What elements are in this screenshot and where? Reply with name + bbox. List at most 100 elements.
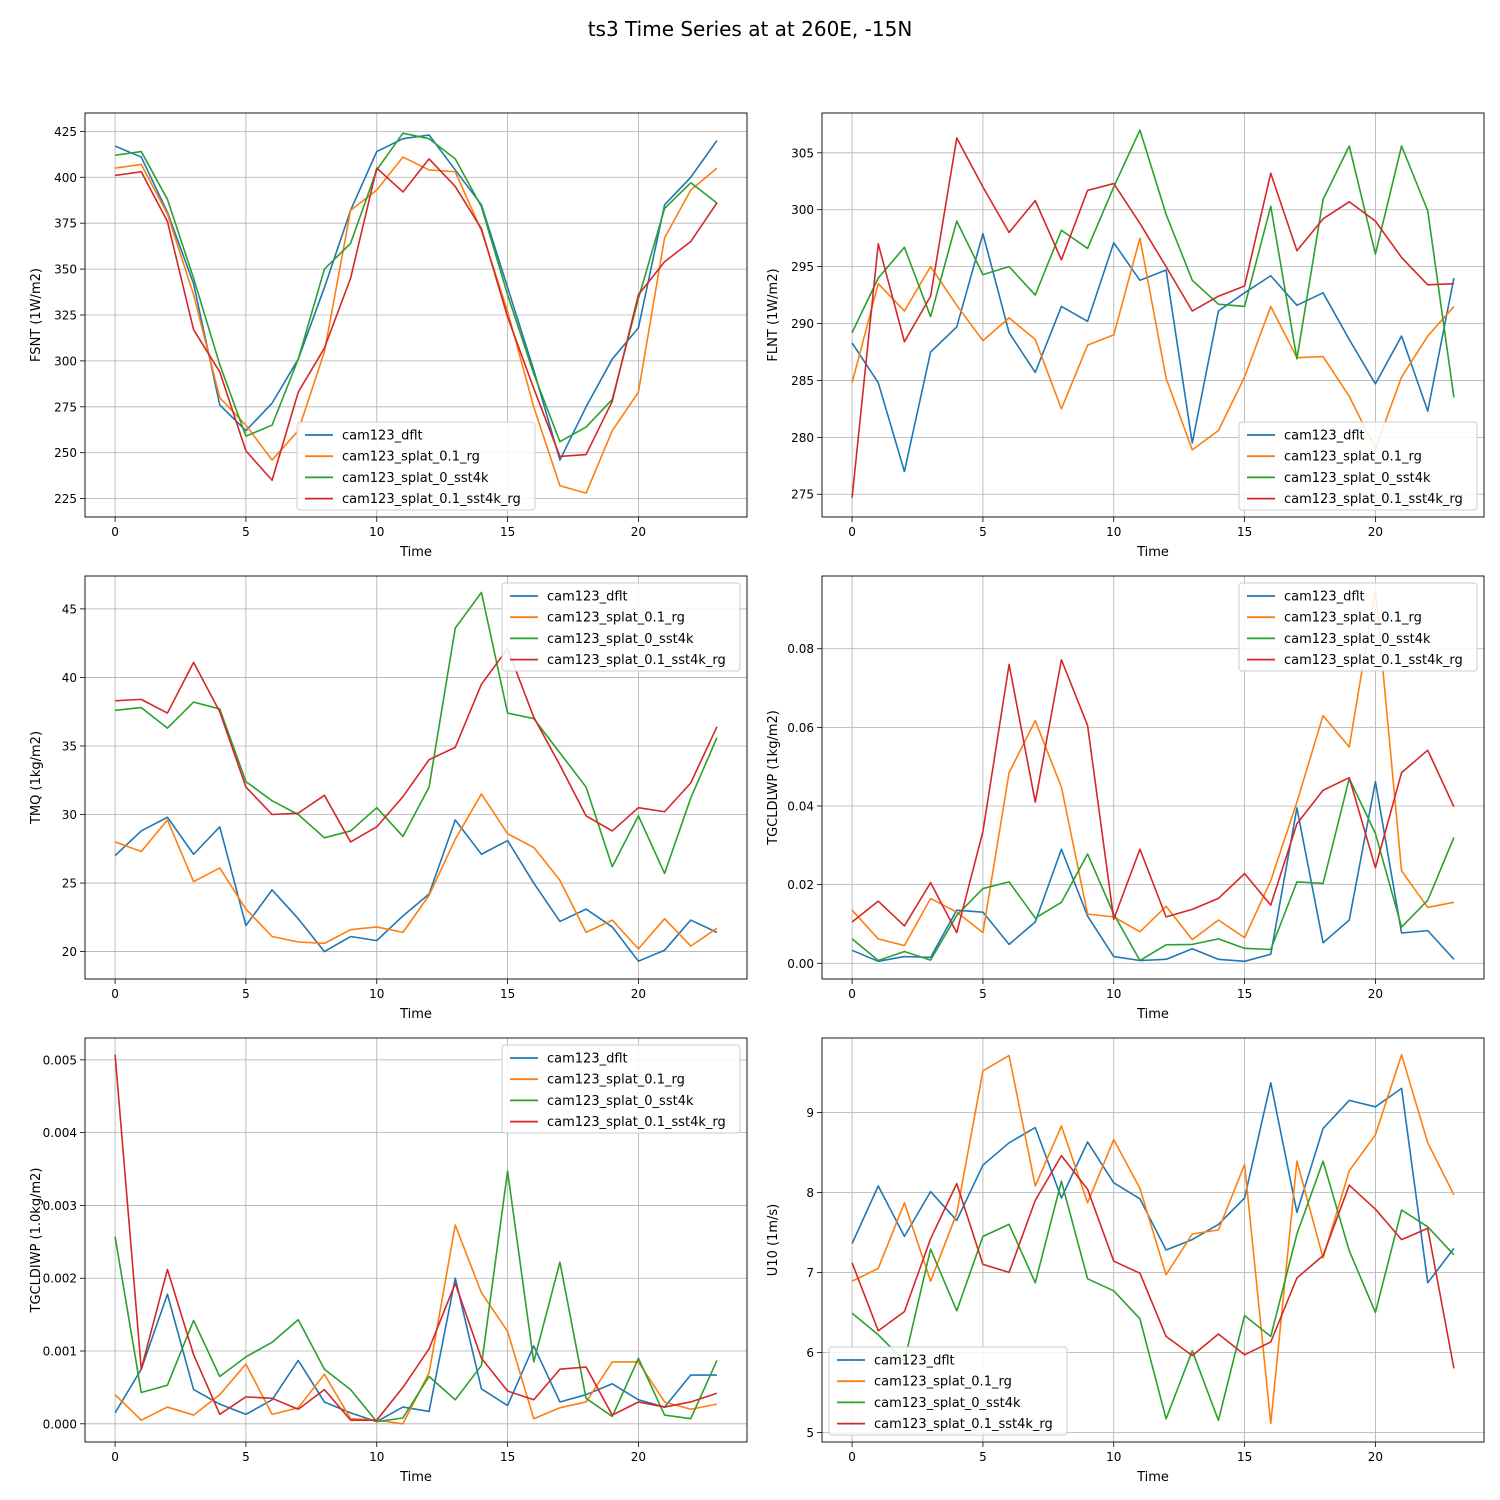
panel-2-frame — [821, 112, 1485, 518]
panel-4-xtick-label-0: 0 — [848, 987, 856, 1001]
panel-1-ytick-label-6: 375 — [54, 217, 77, 231]
panel-3-line-cam123_splat_0.1_sst4k_rg — [115, 647, 718, 843]
panel-5-xtick-label-20: 20 — [631, 1450, 646, 1464]
panel-3-xtick-label-20: 20 — [631, 987, 646, 1001]
panel-4-xtick-label-10: 10 — [1106, 987, 1121, 1001]
panel-2-line-cam123_dflt — [851, 232, 1455, 473]
panel-1-series-group — [114, 132, 718, 494]
panel-3-ytick-label-3: 35 — [62, 739, 77, 753]
panel-3-xtick-label-15: 15 — [500, 987, 515, 1001]
panel-5-xtick-label-15: 15 — [500, 1450, 515, 1464]
panel-2-xtick-label-5: 5 — [979, 525, 987, 539]
panel-3: 0 5 10 15 20 20 25 30 35 40 45 Time TMQ (1kg/m2) cam1… — [29, 575, 748, 1022]
panel-1-ytick-label-7: 400 — [54, 171, 77, 185]
panel-4-line-cam123_splat_0.1_rg — [851, 588, 1455, 947]
panel-3-legend-label-cam123_splat_0.1_sst4k_rg: cam123_splat_0.1_sst4k_rg — [547, 653, 726, 668]
panel-3-legend-label-cam123_dflt: cam123_dflt — [547, 590, 628, 605]
panel-5-line-cam123_splat_0_sst4k — [114, 1170, 718, 1423]
panel-5-ylabel: TGCLDIWP (1.0kg/m2) — [29, 1168, 44, 1314]
panel-6-ytick-label-4: 9 — [806, 1106, 814, 1120]
panel-2-ylabel: FLNT (1W/m2) — [766, 268, 781, 361]
panel-2-legend: cam123_dflt cam123_splat_0.1_rg cam123_spl… — [1238, 421, 1478, 511]
panel-4: 0 5 10 15 20 0.00 0.02 0.04 0.06 0.08 Time TGCLDLWP… — [766, 575, 1485, 1022]
panel-4-legend: cam123_dflt cam123_splat_0.1_rg cam123_spl… — [1238, 582, 1478, 672]
panel-3-ytick-label-5: 45 — [62, 602, 77, 616]
panel-3-line-cam123_dflt — [114, 816, 718, 962]
panel-2-xtick-label-10: 10 — [1106, 525, 1121, 539]
panel-1-ytick-label-5: 350 — [54, 263, 77, 277]
panel-1-line-cam123_dflt — [114, 134, 718, 461]
panel-2-line-cam123_splat_0_sst4k — [851, 129, 1455, 398]
panel-3-ylabel: TMQ (1kg/m2) — [29, 731, 44, 825]
panel-5-legend-label-cam123_splat_0_sst4k: cam123_splat_0_sst4k — [547, 1094, 694, 1109]
panel-6-legend-label-cam123_splat_0.1_rg: cam123_splat_0.1_rg — [874, 1375, 1012, 1390]
panel-2-legend-label-cam123_splat_0.1_sst4k_rg: cam123_splat_0.1_sst4k_rg — [1284, 492, 1463, 507]
panel-1-ytick-label-8: 425 — [54, 125, 77, 139]
panel-1-xtick-label-15: 15 — [500, 525, 515, 539]
panel-1-xtick-label-5: 5 — [242, 525, 250, 539]
panel-6-frame — [821, 1037, 1485, 1443]
panel-3-legend-box — [501, 582, 741, 672]
panel-3-ytick-label-4: 40 — [62, 671, 77, 685]
panel-6-ytick-label-2: 7 — [806, 1266, 814, 1280]
panel-5-legend: cam123_dflt cam123_splat_0.1_rg cam123_spl… — [501, 1044, 741, 1134]
panel-1: 0 5 10 15 20 225 250 275 300 325 350 375 400 425 Time F… — [29, 112, 748, 560]
panel-5-ytick-label-2: 0.002 — [43, 1272, 77, 1286]
panel-3-xtick-label-10: 10 — [369, 987, 384, 1001]
panel-2-ytick-label-6: 305 — [791, 146, 814, 160]
panel-5-line-cam123_dflt — [114, 1277, 717, 1423]
panel-6-legend: cam123_dflt cam123_splat_0.1_rg cam123_spl… — [828, 1346, 1068, 1436]
panel-6-legend-label-cam123_splat_0.1_sst4k_rg: cam123_splat_0.1_sst4k_rg — [874, 1417, 1053, 1432]
panel-5-legend-label-cam123_splat_0.1_rg: cam123_splat_0.1_rg — [547, 1073, 685, 1088]
panel-4-ytick-label-1: 0.02 — [787, 878, 814, 892]
panel-6-series-group — [851, 1054, 1455, 1425]
panel-1-xtick-label-10: 10 — [369, 525, 384, 539]
panel-6-xtick-label-10: 10 — [1106, 1450, 1121, 1464]
panel-6-xlabel: Time — [1136, 1470, 1169, 1485]
panel-5-line-cam123_splat_0.1_sst4k_rg — [114, 1054, 718, 1421]
panel-4-legend-label-cam123_splat_0.1_rg: cam123_splat_0.1_rg — [1284, 611, 1422, 626]
panel-1-ytick-label-0: 225 — [54, 492, 77, 506]
panel-1-legend-label-cam123_splat_0.1_sst4k_rg: cam123_splat_0.1_sst4k_rg — [342, 492, 521, 507]
panel-4-xtick-label-15: 15 — [1237, 987, 1252, 1001]
panel-3-ytick-label-2: 30 — [62, 808, 77, 822]
panel-2-series-group — [851, 129, 1455, 498]
panel-5-legend-label-cam123_dflt: cam123_dflt — [547, 1052, 628, 1067]
panel-2-xtick-label-15: 15 — [1237, 525, 1252, 539]
panel-2-ytick-label-1: 280 — [791, 431, 814, 445]
panel-6-line-cam123_splat_0.1_rg — [851, 1054, 1455, 1425]
panel-2-xtick-label-20: 20 — [1368, 525, 1383, 539]
panel-1-ylabel: FSNT (1W/m2) — [29, 268, 44, 362]
panel-6-xtick-label-15: 15 — [1237, 1450, 1252, 1464]
panel-3-legend-label-cam123_splat_0_sst4k: cam123_splat_0_sst4k — [547, 632, 694, 647]
panel-4-ytick-label-4: 0.08 — [787, 642, 814, 656]
panel-4-frame — [821, 575, 1485, 980]
panel-1-xtick-label-20: 20 — [631, 525, 646, 539]
panel-5-ytick-label-3: 0.003 — [43, 1199, 77, 1213]
panel-6: 0 5 10 15 20 5 6 7 8 9 Time U10 (1m/s) cam123_dfltca… — [766, 1037, 1485, 1485]
panel-4-ylabel: TGCLDLWP (1kg/m2) — [766, 710, 781, 846]
panel-1-ytick-label-1: 250 — [54, 446, 77, 460]
panel-4-line-cam123_dflt — [851, 780, 1455, 963]
panel-6-xtick-label-0: 0 — [848, 1450, 856, 1464]
panel-1-ytick-label-4: 325 — [54, 309, 77, 323]
panel-1-legend-box — [296, 421, 536, 511]
panel-6-legend-box — [828, 1346, 1068, 1436]
panel-2-legend-label-cam123_splat_0_sst4k: cam123_splat_0_sst4k — [1284, 471, 1431, 486]
panel-2-legend-box — [1238, 421, 1478, 511]
panel-1-legend-label-cam123_splat_0.1_rg: cam123_splat_0.1_rg — [342, 450, 480, 465]
panel-5-ytick-label-1: 0.001 — [43, 1345, 77, 1359]
panel-3-ytick-label-1: 25 — [62, 877, 77, 891]
panel-5-frame — [84, 1037, 748, 1443]
panel-6-xtick-label-5: 5 — [979, 1450, 987, 1464]
panel-5: 0 5 10 15 20 0.000 0.001 0.002 0.003 0.004 0.005 Ti… — [29, 1037, 748, 1485]
panel-2-line-cam123_splat_0.1_sst4k_rg — [851, 137, 1454, 498]
panel-6-ytick-label-0: 5 — [806, 1426, 814, 1440]
panel-6-line-cam123_dflt — [851, 1082, 1455, 1284]
panel-5-legend-box — [501, 1044, 741, 1134]
panel-3-xtick-label-5: 5 — [242, 987, 250, 1001]
panel-1-xlabel: Time — [399, 545, 432, 560]
panel-5-ytick-label-0: 0.000 — [43, 1417, 77, 1431]
panel-1-ytick-label-3: 300 — [54, 354, 77, 368]
